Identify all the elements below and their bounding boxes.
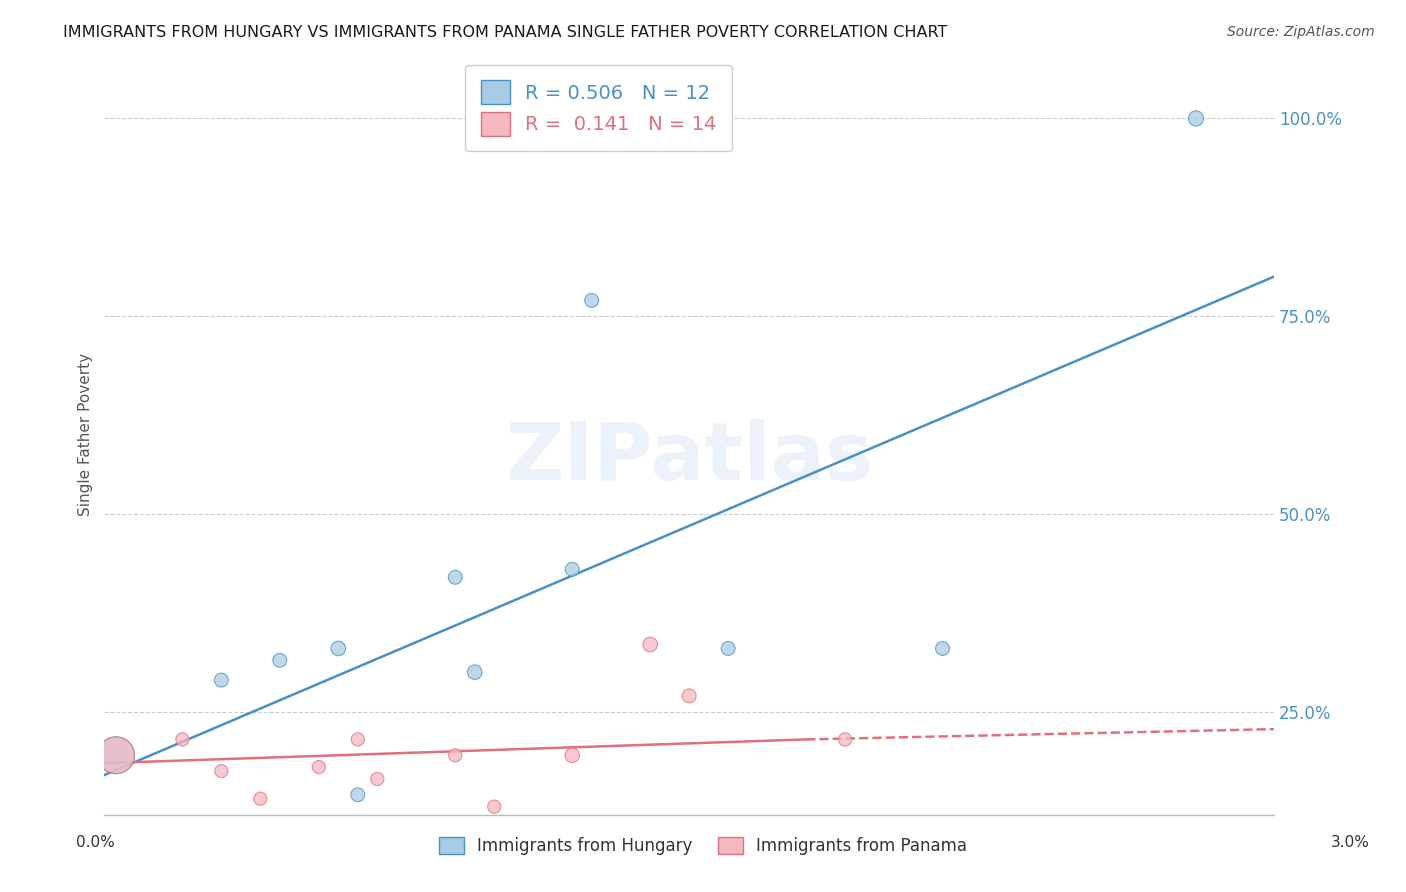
Point [366,772,388,786]
Text: 0.0%: 0.0% [76,836,115,850]
Legend: R = 0.506   N = 12, R =  0.141   N = 14: R = 0.506 N = 12, R = 0.141 N = 14 [465,65,733,152]
Point [717,641,740,656]
Point [209,673,232,687]
Text: Source: ZipAtlas.com: Source: ZipAtlas.com [1227,25,1375,39]
Point [328,641,350,656]
Point [105,748,128,763]
Point [638,638,661,652]
Legend: Immigrants from Hungary, Immigrants from Panama: Immigrants from Hungary, Immigrants from… [432,830,974,862]
Point [484,799,506,814]
Point [834,732,856,747]
Text: ZIPatlas: ZIPatlas [505,418,873,497]
Point [346,732,368,747]
Point [444,570,467,584]
Text: 3.0%: 3.0% [1330,836,1369,850]
Text: IMMIGRANTS FROM HUNGARY VS IMMIGRANTS FROM PANAMA SINGLE FATHER POVERTY CORRELAT: IMMIGRANTS FROM HUNGARY VS IMMIGRANTS FR… [63,25,948,40]
Point [209,764,232,778]
Point [1185,112,1208,126]
Point [561,748,583,763]
Point [931,641,953,656]
Point [308,760,330,774]
Y-axis label: Single Father Poverty: Single Father Poverty [79,353,93,516]
Point [249,791,271,805]
Point [172,732,194,747]
Point [464,665,486,680]
Point [678,689,700,703]
Point [561,562,583,576]
Point [346,788,368,802]
Point [794,839,817,854]
Point [105,748,128,763]
Point [269,653,291,667]
Point [444,748,467,763]
Point [581,293,603,308]
